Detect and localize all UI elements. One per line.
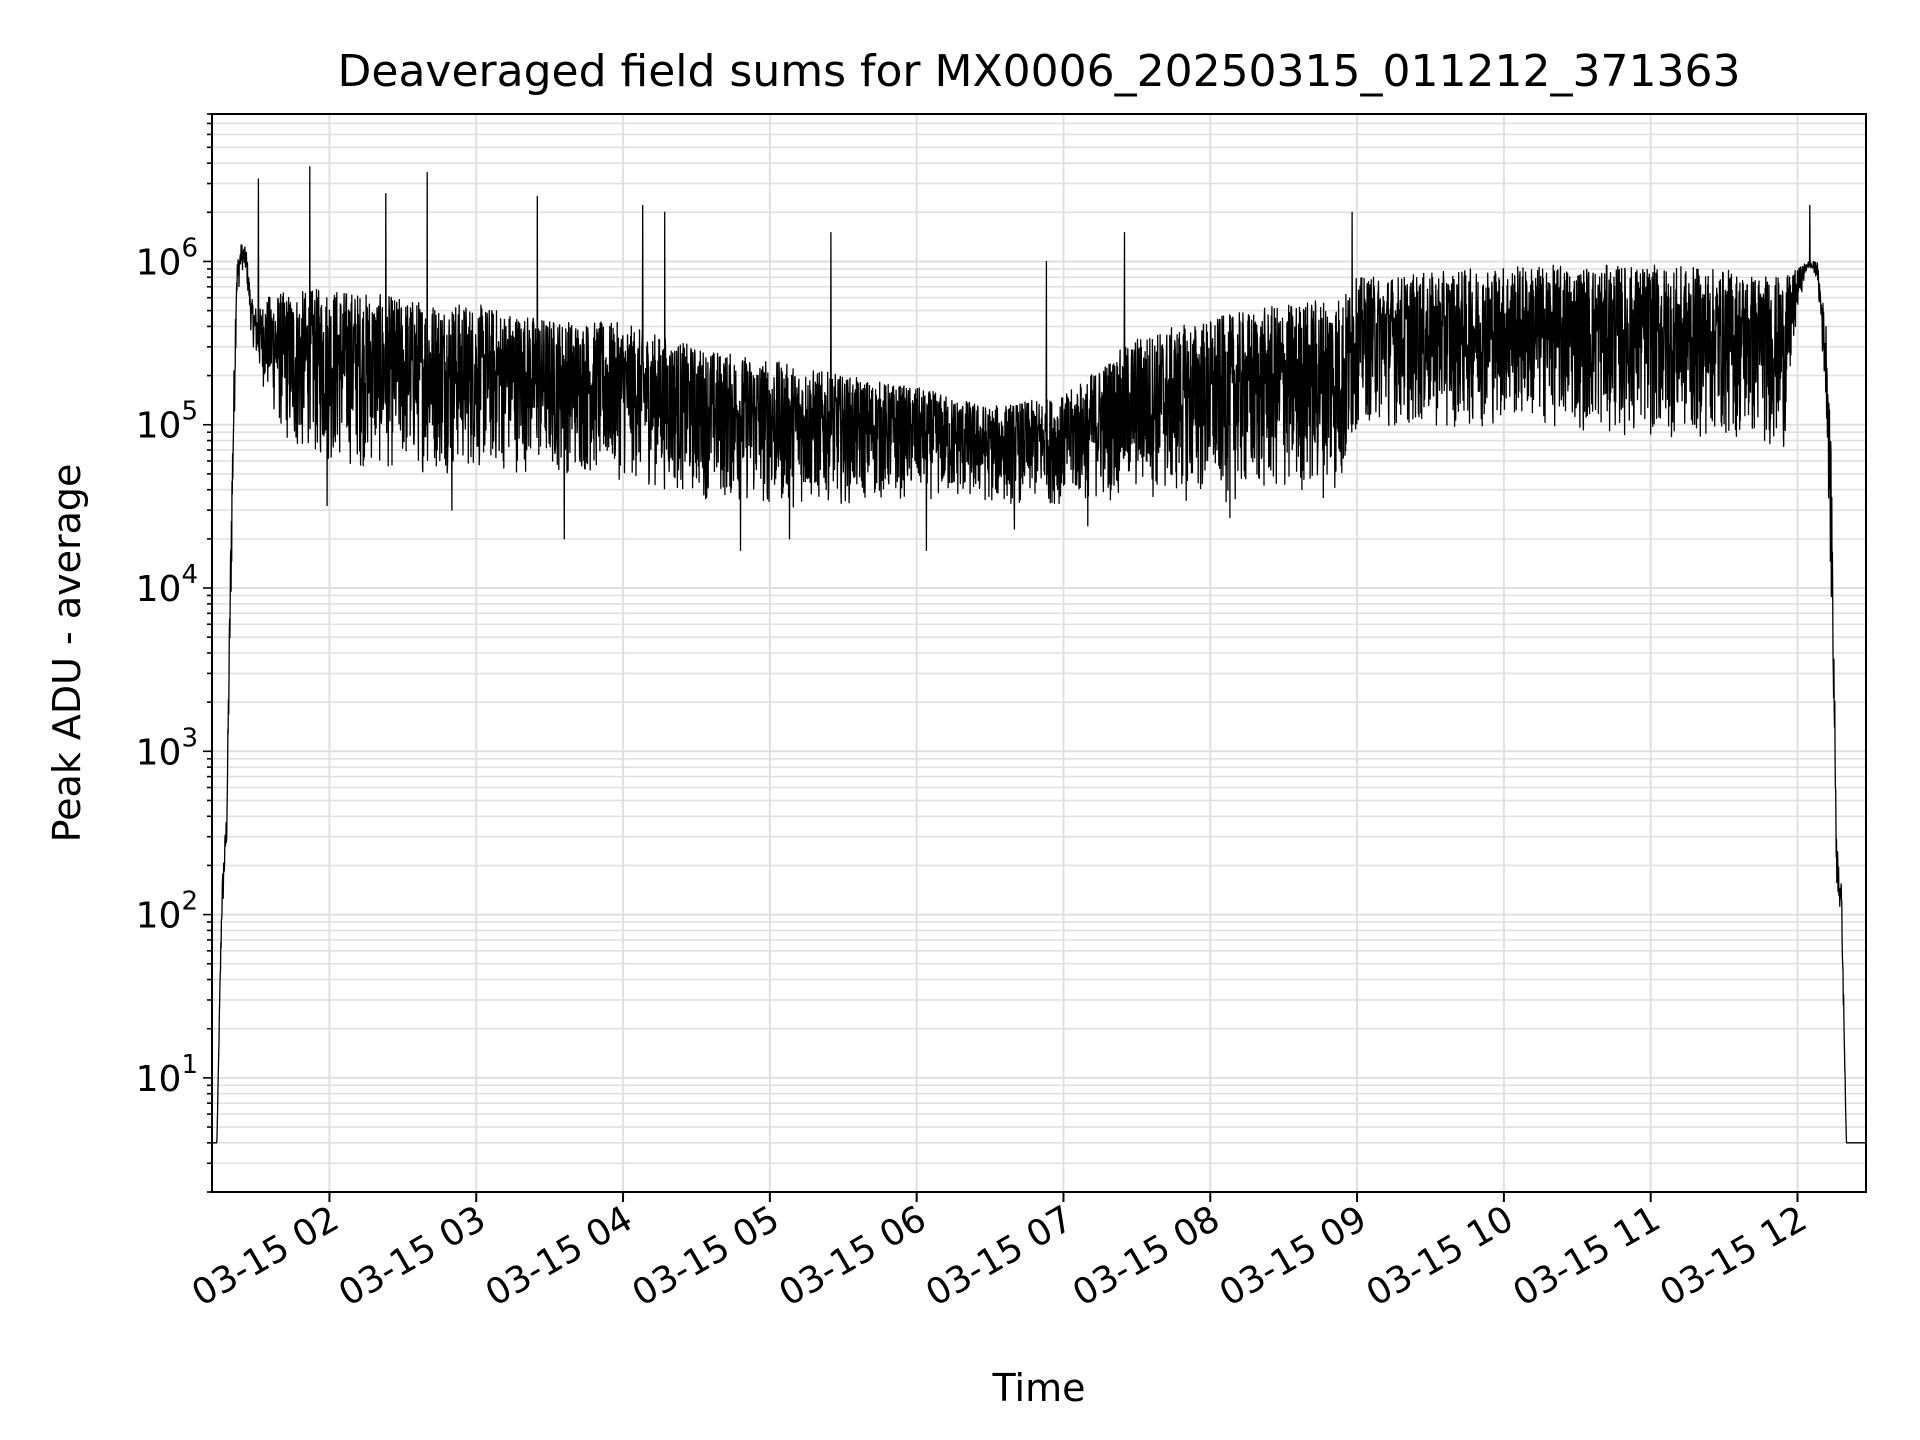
y-tick-base: 10 [136, 569, 182, 610]
y-tick-base: 10 [136, 406, 182, 447]
y-tick-exponent: 4 [181, 560, 198, 590]
y-tick-label: 104 [136, 560, 198, 610]
y-tick-exponent: 5 [181, 397, 198, 427]
chart-title: Deaveraged field sums for MX0006_2025031… [338, 46, 1741, 97]
x-axis-label: Time [992, 1366, 1086, 1410]
y-tick-label: 103 [136, 723, 198, 773]
y-tick-base: 10 [136, 896, 182, 937]
grid [212, 113, 1866, 1193]
y-tick-exponent: 6 [181, 233, 198, 263]
y-tick-label: 106 [136, 233, 198, 283]
series-line [211, 166, 1867, 1144]
y-tick-exponent: 3 [181, 723, 198, 753]
y-axis-label: Peak ADU - average [45, 464, 89, 843]
y-tick-label: 101 [136, 1050, 198, 1100]
y-tick-base: 10 [136, 732, 182, 773]
series [211, 166, 1867, 1144]
y-tick-label: 105 [136, 397, 198, 447]
y-tick-label: 102 [136, 887, 198, 937]
y-tick-exponent: 2 [181, 887, 198, 917]
y-tick-base: 10 [136, 1059, 182, 1100]
y-tick-base: 10 [136, 242, 182, 283]
y-tick-exponent: 1 [181, 1050, 198, 1080]
